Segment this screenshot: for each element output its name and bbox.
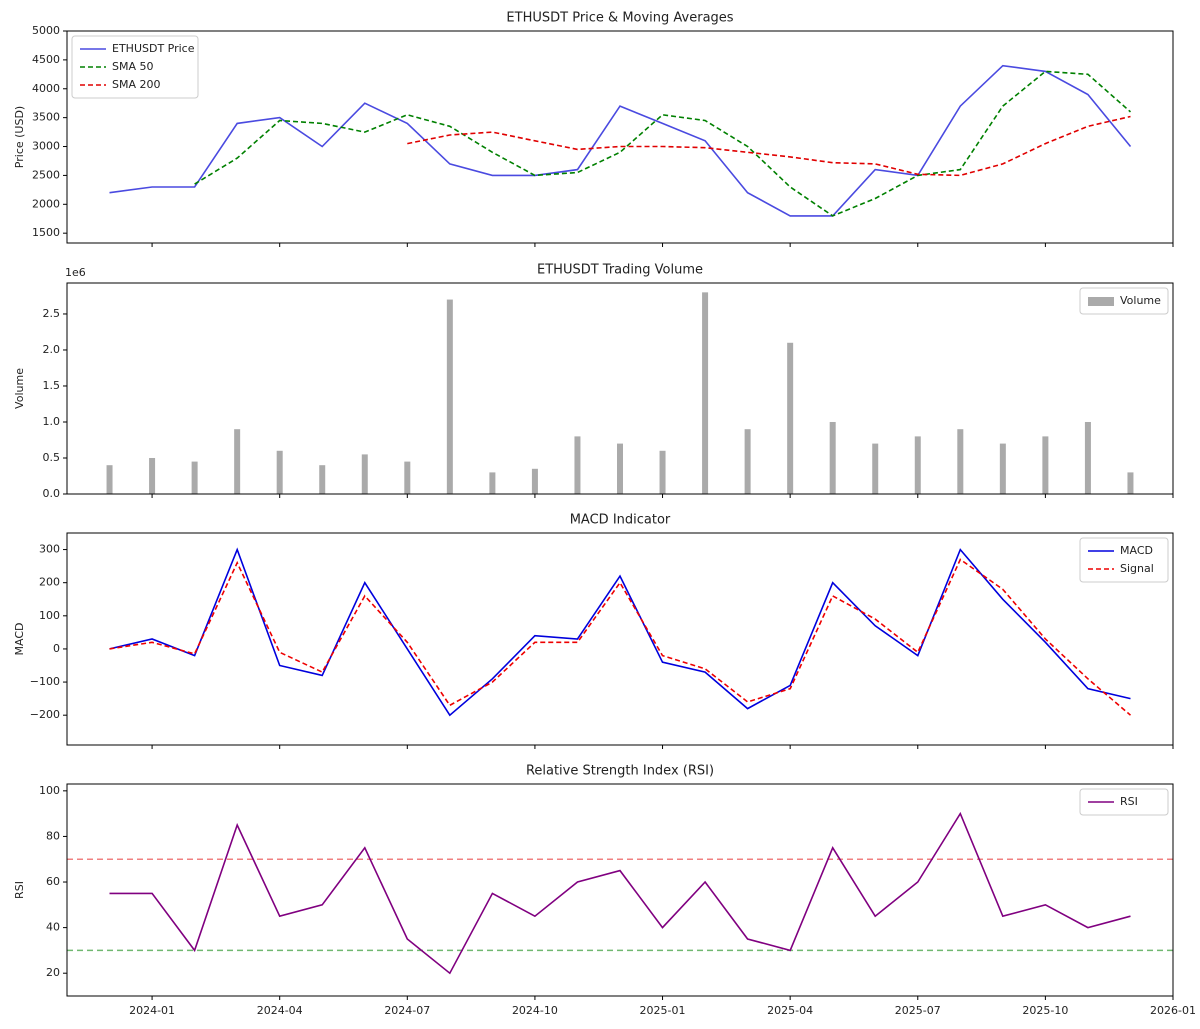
series-line [194,70,1132,217]
volume-bar [234,429,241,494]
volume-bar [999,443,1006,494]
volume-bar [276,450,283,494]
volume-bar [787,342,794,494]
y-tick-label: 20 [46,966,60,979]
legend-label: Signal [1120,562,1154,575]
volume-bar [191,461,198,494]
y-tick-label: 2500 [32,168,60,181]
series-line [109,547,1131,717]
y-tick-label: 2000 [32,197,60,210]
volume-bar [914,436,921,494]
volume-bar [446,299,453,494]
y-tick-label: 3500 [32,111,60,124]
y-axis-label: Price (USD) [13,106,26,168]
volume-bar [1042,436,1049,494]
y-axis-label: RSI [13,881,26,899]
volume-bar [489,472,496,494]
volume-bar [744,429,751,494]
y-tick-label: 300 [39,543,60,556]
volume-bar [106,465,113,494]
panel-title: MACD Indicator [570,513,671,528]
y-tick-label: 80 [46,829,60,842]
series-line [407,115,1131,177]
y-tick-label: 1.0 [43,415,61,428]
y-tick-label: 0 [53,642,60,655]
volume-bar [531,468,538,494]
y-tick-label: 4500 [32,53,60,66]
x-tick-label: 2025-07 [895,1004,941,1017]
series-line [109,64,1132,217]
y-tick-label: 60 [46,875,60,888]
volume-bar [702,292,709,494]
x-tick-label: 2024-01 [129,1004,175,1017]
volume-bar [319,465,326,494]
panel-title: Relative Strength Index (RSI) [526,764,714,779]
x-tick-label: 2026-01 [1150,1004,1196,1017]
y-tick-label: 4000 [32,82,60,95]
legend-box [1079,537,1169,583]
x-tick-label: 2025-10 [1022,1004,1068,1017]
y-tick-label: −200 [30,708,60,721]
y-tick-label: 1500 [32,226,60,239]
plot-frame [66,783,1174,997]
volume-bar [574,436,581,494]
volume-bar [404,461,411,494]
series-line [109,811,1131,975]
volume-bar [872,443,879,494]
series-line [109,558,1132,716]
volume-bar [1127,472,1134,494]
x-tick-label: 2025-04 [767,1004,813,1017]
volume-bar [829,421,836,494]
y-tick-label: 0.0 [43,487,61,500]
y-axis-label: MACD [13,623,26,656]
legend-label: SMA 50 [112,60,154,73]
y-tick-label: 5000 [32,24,60,37]
y-axis-label: Volume [13,368,26,409]
plot-frame [66,282,1174,495]
plot-frame [66,532,1174,746]
x-tick-label: 2024-10 [512,1004,558,1017]
y-tick-label: 3000 [32,140,60,153]
legend-box [71,35,199,99]
panel-title: ETHUSDT Price & Moving Averages [506,11,733,26]
legend-box [1079,788,1169,816]
y-tick-label: 100 [39,609,60,622]
y-tick-label: 2.5 [43,307,61,320]
volume-bar [1084,421,1091,494]
legend-swatch [1088,297,1114,306]
y-tick-label: 1.5 [43,379,61,392]
offset-label: 1e6 [65,266,86,279]
x-tick-label: 2024-04 [257,1004,303,1017]
legend-label: SMA 200 [112,78,161,91]
y-tick-label: 40 [46,921,60,934]
volume-bar [361,454,368,494]
x-tick-label: 2025-01 [640,1004,686,1017]
y-tick-label: −100 [30,675,60,688]
legend-label: ETHUSDT Price [112,42,195,55]
y-tick-label: 2.0 [43,343,61,356]
x-tick-label: 2024-07 [384,1004,430,1017]
legend-box [1079,287,1169,315]
y-tick-label: 0.5 [43,451,61,464]
y-tick-label: 100 [39,784,60,797]
volume-bar [957,429,964,494]
legend-label: RSI [1120,795,1138,808]
volume-bar [617,443,623,494]
legend-label: Volume [1120,294,1161,307]
volume-bar [659,450,666,494]
legend-label: MACD [1120,544,1153,557]
panel-title: ETHUSDT Trading Volume [537,263,703,278]
volume-bar [149,457,156,494]
y-tick-label: 200 [39,576,60,589]
plot-frame [66,30,1174,244]
